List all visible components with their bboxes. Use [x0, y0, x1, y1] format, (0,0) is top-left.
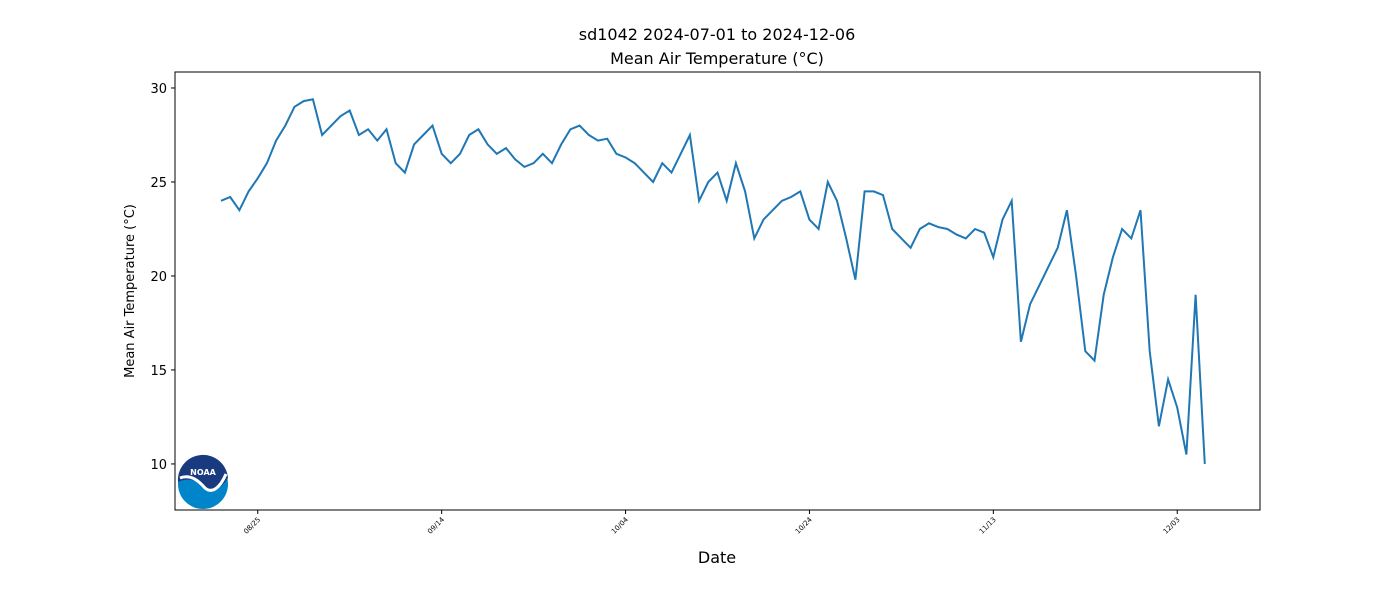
plot-frame [174, 71, 1261, 511]
x-axis-label: Date [698, 548, 736, 567]
plot-area [220, 98, 1206, 464]
chart-subtitle: Mean Air Temperature (°C) [610, 49, 824, 68]
y-tick-label: 30 [150, 82, 167, 97]
y-tick-label: 15 [150, 364, 167, 379]
y-tick-label: 25 [150, 176, 167, 191]
y-axis-label: Mean Air Temperature (°C) [123, 204, 138, 378]
y-tick-label: 10 [150, 458, 167, 473]
svg-text:NOAA: NOAA [190, 468, 216, 477]
y-tick-label: 20 [150, 270, 167, 285]
data-line [220, 98, 1206, 464]
chart-title: sd1042 2024-07-01 to 2024-12-06 [579, 25, 856, 44]
noaa-logo: NOAA [177, 454, 228, 509]
